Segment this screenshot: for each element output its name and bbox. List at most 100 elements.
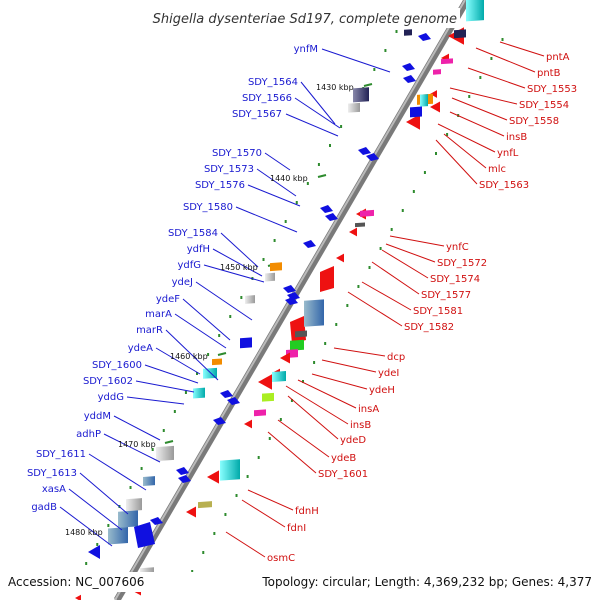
gene-label[interactable]: SDY_1600 — [92, 360, 142, 371]
gene-label[interactable]: SDY_1576 — [195, 180, 245, 191]
right-label-connectors — [225, 41, 545, 558]
kbp-tick-label: 1450 kbp — [220, 263, 258, 272]
tick-dot — [96, 543, 99, 546]
gene-label[interactable]: yddG — [98, 392, 124, 403]
gene-label[interactable]: insB — [506, 132, 527, 143]
reverse-arrow — [430, 90, 437, 98]
gene-label[interactable]: pntB — [537, 68, 561, 79]
gene-label[interactable]: SDY_1577 — [421, 290, 471, 301]
gene-label[interactable]: ydeI — [378, 368, 399, 379]
gene-label[interactable]: SDY_1558 — [509, 116, 559, 127]
gene-label[interactable]: fdnH — [295, 506, 319, 517]
gene-label[interactable]: SDY_1554 — [519, 100, 569, 111]
gene-label[interactable]: gadB — [31, 502, 57, 513]
label-connector — [294, 97, 341, 129]
label-connector — [247, 489, 294, 511]
gene-label[interactable]: SDY_1580 — [183, 202, 233, 213]
label-connector — [220, 232, 259, 268]
tick-dot — [384, 49, 387, 52]
gene-label[interactable]: SDY_1553 — [527, 84, 577, 95]
label-connector — [333, 347, 386, 357]
label-connector — [467, 67, 526, 89]
tick-dot — [395, 30, 398, 33]
label-connector — [241, 499, 286, 528]
gene-label[interactable]: SDY_1602 — [83, 376, 133, 387]
gene-label[interactable]: ynfM — [294, 44, 318, 55]
tick-dot — [423, 171, 426, 174]
gene-label[interactable]: ynfC — [446, 242, 469, 253]
gene-label[interactable]: pntA — [546, 52, 570, 63]
gene-label[interactable]: ynfL — [497, 148, 519, 159]
gene-label[interactable]: ydeB — [331, 453, 356, 464]
gene-label[interactable]: ydeJ — [172, 277, 193, 288]
gene-label[interactable]: ydeA — [128, 343, 153, 354]
label-connector — [499, 41, 545, 57]
gene-label[interactable]: dcp — [387, 352, 405, 363]
gene-label[interactable]: ydeH — [369, 385, 395, 396]
gene-label[interactable]: SDY_1566 — [242, 93, 292, 104]
reverse-arrow — [406, 114, 420, 130]
gene-label[interactable]: osmC — [267, 553, 295, 564]
gene-label[interactable]: insB — [350, 420, 371, 431]
gene-label[interactable]: xasA — [42, 484, 66, 495]
genome-info-text: Topology: circular; Length: 4,369,232 bp… — [261, 575, 592, 589]
gene-label[interactable]: ydfG — [177, 260, 201, 271]
gene-label[interactable]: SDY_1582 — [404, 322, 454, 333]
label-connector — [247, 184, 301, 207]
gene-label[interactable]: SDY_1584 — [168, 228, 218, 239]
gene-label[interactable]: SDY_1573 — [204, 164, 254, 175]
tick-dot — [196, 372, 199, 375]
tick-dot — [202, 551, 205, 554]
gene-box — [404, 29, 412, 36]
forward-arrow — [418, 33, 431, 41]
reverse-arrow — [280, 352, 290, 364]
gene-label[interactable]: SDY_1601 — [318, 469, 368, 480]
label-connector — [437, 123, 496, 153]
gene-label[interactable]: SDY_1611 — [36, 449, 86, 460]
gene-box — [262, 392, 274, 402]
gene-label[interactable]: ydeD — [340, 435, 366, 446]
label-connector — [451, 97, 508, 121]
gene-label[interactable]: insA — [358, 404, 379, 415]
gene-label[interactable]: SDY_1572 — [437, 258, 487, 269]
tick-dot — [324, 342, 327, 345]
tick-dot — [501, 38, 504, 41]
tick-dot — [207, 353, 210, 356]
label-connector — [287, 395, 339, 440]
gene-label[interactable]: SDY_1570 — [212, 148, 262, 159]
forward-arrow — [88, 545, 100, 559]
forward-arrow — [403, 75, 416, 83]
label-connector — [212, 248, 263, 277]
gene-label[interactable]: SDY_1581 — [413, 306, 463, 317]
gene-box — [193, 387, 205, 399]
gene-label[interactable]: ydfH — [187, 244, 210, 255]
tick-dot — [273, 239, 276, 242]
gene-box — [272, 371, 286, 382]
left-label-connectors — [59, 48, 391, 547]
label-connector — [144, 364, 199, 384]
gene-box — [433, 69, 441, 75]
gene-label[interactable]: fdnI — [287, 523, 306, 534]
gene-label[interactable]: SDY_1574 — [430, 274, 480, 285]
tick-dot — [329, 144, 332, 147]
kbp-tick-label: 1470 kbp — [118, 440, 156, 449]
gene-label[interactable]: SDY_1613 — [27, 468, 77, 479]
gene-label[interactable]: SDY_1563 — [479, 180, 529, 191]
gene-label[interactable]: mlc — [488, 164, 506, 175]
label-connector — [311, 373, 368, 390]
label-connector — [174, 313, 227, 349]
gene-label[interactable]: ydeF — [156, 294, 180, 305]
tick-dot — [313, 361, 316, 364]
label-connector — [225, 531, 266, 558]
gene-label[interactable]: yddM — [84, 411, 111, 422]
label-connector — [126, 396, 185, 405]
tick-dot — [340, 125, 343, 128]
gene-box — [295, 330, 307, 338]
gene-label[interactable]: SDY_1564 — [248, 77, 298, 88]
label-connector — [449, 111, 505, 137]
gene-label[interactable]: marR — [136, 325, 163, 336]
gene-label[interactable]: SDY_1567 — [232, 109, 282, 120]
gene-label[interactable]: marA — [145, 309, 172, 320]
label-connector — [235, 206, 298, 233]
gene-label[interactable]: adhP — [76, 429, 101, 440]
